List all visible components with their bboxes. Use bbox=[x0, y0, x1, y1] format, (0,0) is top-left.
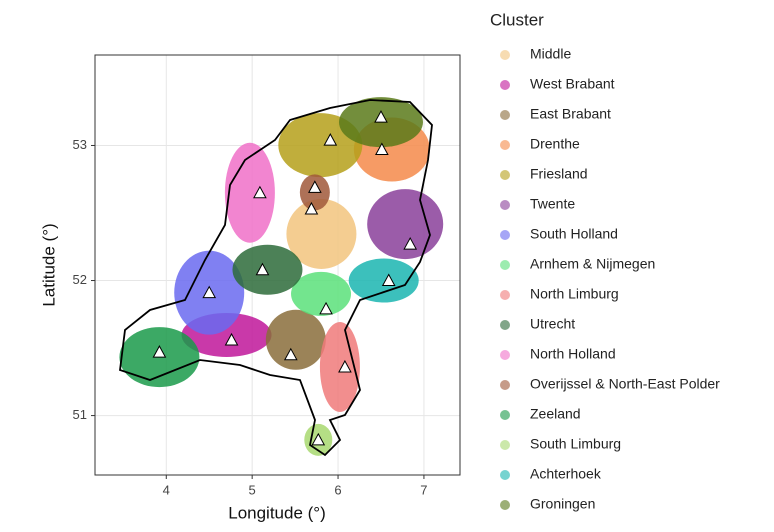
legend-label: Middle bbox=[530, 46, 571, 62]
y-axis-title: Latitude (°) bbox=[39, 223, 58, 306]
country-outline bbox=[119, 99, 433, 457]
y-tick-label: 52 bbox=[73, 272, 87, 287]
centroid bbox=[202, 285, 217, 299]
x-tick-label: 4 bbox=[163, 482, 170, 497]
legend-swatch bbox=[500, 80, 510, 90]
cluster-area bbox=[319, 321, 360, 412]
legend-swatch bbox=[500, 470, 510, 480]
legend-swatch bbox=[500, 170, 510, 180]
x-axis-title: Longitude (°) bbox=[228, 503, 326, 522]
legend-label: South Holland bbox=[530, 226, 618, 242]
centroid bbox=[323, 133, 338, 146]
legend-swatch bbox=[500, 200, 510, 210]
legend-swatch bbox=[500, 290, 510, 300]
centroids bbox=[152, 110, 418, 446]
cluster-area bbox=[232, 244, 303, 295]
legend-swatch bbox=[500, 140, 510, 150]
cluster-area bbox=[367, 189, 444, 260]
legend-label: Arnhem & Nijmegen bbox=[530, 256, 655, 272]
legend-label: Drenthe bbox=[530, 136, 580, 152]
legend-title: Cluster bbox=[490, 10, 544, 29]
cluster-area bbox=[286, 198, 357, 269]
legend-label: Zeeland bbox=[530, 406, 581, 422]
centroid bbox=[152, 345, 167, 358]
cluster-area bbox=[224, 142, 275, 243]
centroid bbox=[375, 142, 389, 156]
y-tick-label: 53 bbox=[73, 137, 87, 152]
y-tick-label: 51 bbox=[73, 407, 87, 422]
centroid bbox=[319, 301, 333, 315]
legend-label: East Brabant bbox=[530, 106, 611, 122]
centroid bbox=[304, 201, 319, 215]
legend-swatch bbox=[500, 440, 510, 450]
centroid bbox=[311, 432, 326, 446]
legend-label: Friesland bbox=[530, 166, 588, 182]
x-tick-label: 6 bbox=[334, 482, 341, 497]
centroid bbox=[338, 359, 352, 373]
cluster-area bbox=[348, 258, 419, 303]
legend-swatch bbox=[500, 110, 510, 120]
legend-label: Achterhoek bbox=[530, 466, 602, 482]
centroid bbox=[283, 347, 298, 361]
legend-swatch bbox=[500, 500, 510, 510]
legend-label: Twente bbox=[530, 196, 575, 212]
centroid bbox=[224, 332, 239, 346]
legend-label: North Holland bbox=[530, 346, 616, 362]
panel-border bbox=[94, 54, 461, 476]
cluster-areas bbox=[119, 97, 444, 456]
legend-label: South Limburg bbox=[530, 436, 621, 452]
legend-swatch bbox=[500, 350, 510, 360]
legend-swatch bbox=[500, 410, 510, 420]
legend-swatch bbox=[500, 380, 510, 390]
legend-label: Utrecht bbox=[530, 316, 575, 332]
centroid bbox=[308, 180, 322, 193]
legend-label: West Brabant bbox=[530, 76, 615, 92]
centroid bbox=[255, 262, 270, 276]
legend: Middle West Brabant East Brabant Drenthe Fri… bbox=[500, 46, 720, 512]
legend-swatch bbox=[500, 230, 510, 240]
centroid bbox=[253, 185, 267, 199]
centroid bbox=[374, 110, 388, 123]
x-tick-label: 5 bbox=[249, 482, 256, 497]
legend-label: Overijssel & North-East Polder bbox=[530, 376, 720, 392]
legend-swatch bbox=[500, 320, 510, 330]
legend-label: Groningen bbox=[530, 496, 595, 512]
centroid bbox=[403, 237, 418, 250]
centroid bbox=[381, 273, 396, 287]
cluster-area bbox=[291, 271, 352, 316]
legend-swatch bbox=[500, 50, 510, 60]
x-tick-label: 7 bbox=[420, 482, 427, 497]
cluster-area bbox=[265, 309, 326, 370]
legend-swatch bbox=[500, 260, 510, 270]
legend-label: North Limburg bbox=[530, 286, 619, 302]
